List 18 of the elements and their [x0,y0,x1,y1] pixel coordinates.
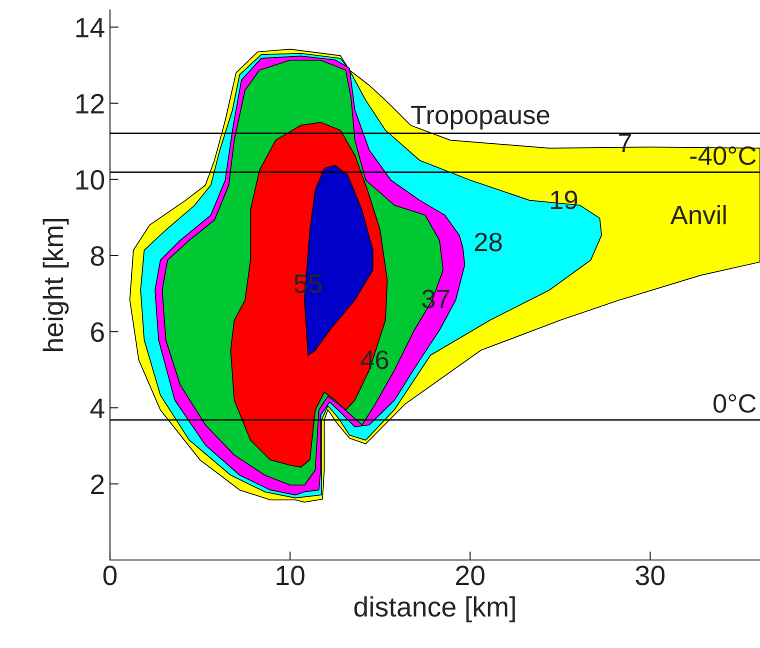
y-tick-label: 12 [76,94,104,114]
x-tick-label: 30 [636,566,665,586]
y-tick-label: 6 [91,322,104,342]
annotation: 28 [474,232,502,252]
y-axis-title: height [km] [42,219,69,351]
y-tick-label: 14 [76,18,104,38]
ref-line-label: Tropopause [411,106,550,130]
y-tick-label: 4 [90,398,104,418]
x-tick-label: 10 [276,566,304,586]
ref-line-label: 0°C [713,394,756,413]
x-tick-label: 0 [103,566,117,586]
y-tick-label: 2 [91,474,104,494]
y-tick-label: 8 [90,246,104,266]
x-axis-title: distance [km] [354,596,515,622]
annotation: Anvil [670,205,726,224]
x-tick-label: 20 [456,566,484,586]
y-tick-label: 10 [76,170,104,190]
ref-line-label: -40°C [690,146,756,166]
